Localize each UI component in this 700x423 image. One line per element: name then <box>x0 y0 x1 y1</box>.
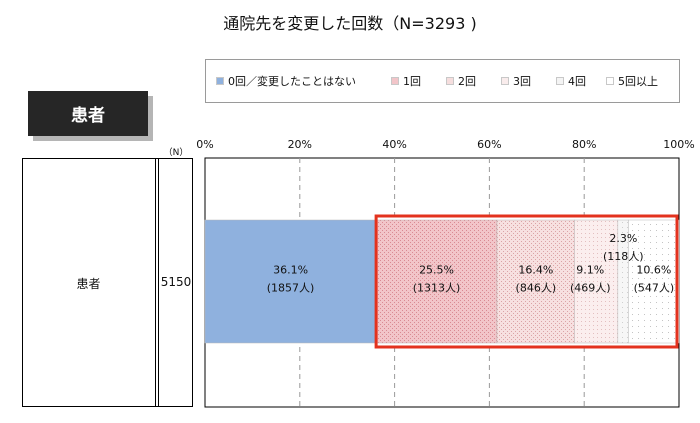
x-tick-label: 100% <box>663 138 694 151</box>
table-divider <box>155 158 156 407</box>
legend-label: 4回 <box>568 75 586 88</box>
count-label: (1857人) <box>267 282 315 295</box>
legend-swatch <box>606 77 614 85</box>
respondent-table <box>22 158 193 407</box>
n-value: 5150 <box>160 275 192 289</box>
bar-segment <box>204 219 377 344</box>
legend-item: 3回 <box>501 73 531 89</box>
x-tick-label: 60% <box>477 138 501 151</box>
n-column-header: （N） <box>163 148 189 158</box>
count-label: (118人) <box>603 250 644 263</box>
legend-item: 4回 <box>556 73 586 89</box>
x-tick-label: 20% <box>288 138 312 151</box>
legend-swatch <box>556 77 564 85</box>
x-tick-label: 80% <box>572 138 596 151</box>
legend-label: 5回以上 <box>618 75 658 88</box>
section-badge: 患者 <box>28 91 148 136</box>
x-tick-label: 40% <box>382 138 406 151</box>
legend-item: 0回／変更したことはない <box>216 73 356 89</box>
bar-segment <box>574 219 619 344</box>
count-label: (469人) <box>570 282 611 295</box>
x-tick-label: 0% <box>196 138 213 151</box>
value-label: 2.3% <box>609 232 637 245</box>
table-divider <box>158 158 159 407</box>
value-label: 36.1% <box>273 264 308 277</box>
legend-swatch <box>216 77 224 85</box>
legend-swatch <box>391 77 399 85</box>
legend-label: 2回 <box>458 75 476 88</box>
legend-label: 0回／変更したことはない <box>228 75 356 88</box>
legend-swatch <box>446 77 454 85</box>
chart-title: 通院先を変更した回数（N=3293 ) <box>223 14 477 33</box>
legend-swatch <box>501 77 509 85</box>
legend-item: 1回 <box>391 73 421 89</box>
value-label: 9.1% <box>576 264 604 277</box>
row-label: 患者 <box>76 277 101 291</box>
value-label: 10.6% <box>636 264 671 277</box>
legend-label: 1回 <box>403 75 421 88</box>
value-label: 16.4% <box>518 264 553 277</box>
count-label: (547人) <box>634 282 675 295</box>
count-label: (1313人) <box>413 282 461 295</box>
count-label: (846人) <box>516 282 557 295</box>
highlight-box <box>374 214 679 349</box>
legend-label: 3回 <box>513 75 531 88</box>
bar-segment <box>496 219 575 344</box>
legend: 0回／変更したことはない 1回 2回 3回 4回 5回以上 <box>205 59 680 103</box>
value-label: 25.5% <box>419 264 454 277</box>
bar-segment <box>628 219 680 344</box>
legend-item: 5回以上 <box>606 73 658 89</box>
legend-item: 2回 <box>446 73 476 89</box>
